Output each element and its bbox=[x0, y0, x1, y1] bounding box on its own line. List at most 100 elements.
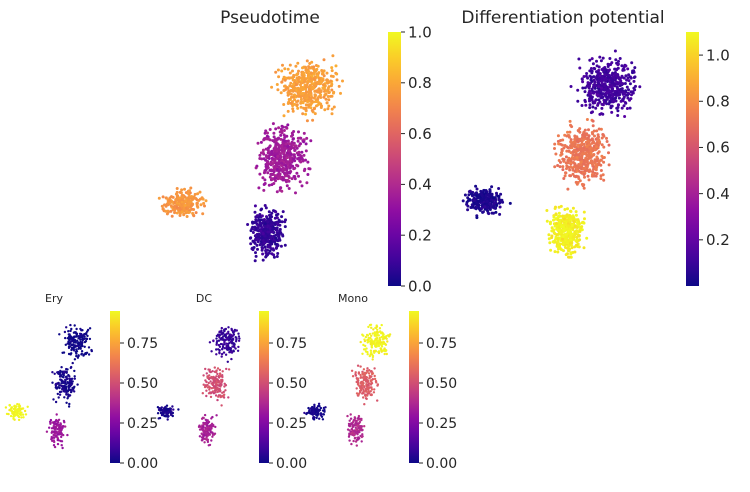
scatter-point bbox=[77, 347, 80, 350]
scatter-point bbox=[351, 375, 355, 378]
scatter-point bbox=[620, 64, 624, 68]
scatter-point bbox=[564, 155, 568, 159]
scatter-point bbox=[569, 215, 573, 219]
scatter-point bbox=[165, 404, 169, 407]
scatter-point bbox=[310, 60, 314, 64]
scatter-point bbox=[362, 381, 365, 385]
scatter-point bbox=[260, 207, 264, 211]
scatter-point bbox=[575, 155, 579, 159]
scatter-point bbox=[269, 215, 273, 219]
scatter-point bbox=[218, 368, 222, 372]
scatter-point bbox=[630, 61, 634, 65]
scatter-point bbox=[162, 408, 165, 411]
scatter-point bbox=[564, 161, 568, 165]
scatter-point bbox=[307, 70, 311, 73]
scatter-point bbox=[263, 131, 267, 135]
scatter-point bbox=[578, 66, 582, 70]
scatter-point bbox=[315, 406, 318, 410]
scatter-point bbox=[593, 134, 596, 138]
scatter-point bbox=[73, 331, 76, 334]
scatter-point bbox=[633, 75, 637, 79]
scatter-point bbox=[585, 154, 589, 158]
scatter-point bbox=[67, 345, 71, 348]
scatter-point bbox=[225, 367, 228, 371]
scatter-point bbox=[595, 64, 599, 68]
scatter-point bbox=[573, 145, 577, 149]
scatter-point bbox=[272, 135, 276, 139]
scatter-point bbox=[169, 204, 173, 208]
scatter-point bbox=[56, 386, 60, 389]
scatter-point bbox=[370, 351, 373, 354]
scatter-point bbox=[550, 226, 554, 230]
scatter-point bbox=[306, 160, 310, 164]
scatter-point bbox=[582, 246, 586, 250]
scatter-point bbox=[248, 236, 252, 240]
scatter-point bbox=[65, 326, 68, 329]
scatter-point bbox=[293, 98, 297, 102]
scatter-point bbox=[317, 76, 321, 80]
scatter-point bbox=[569, 123, 572, 127]
scatter-point bbox=[595, 70, 598, 74]
scatter-point bbox=[192, 214, 196, 218]
scatter-point bbox=[628, 106, 632, 110]
scatter-point bbox=[622, 76, 626, 80]
scatter-point bbox=[280, 129, 284, 133]
scatter-point bbox=[330, 112, 334, 116]
scatter-point bbox=[156, 406, 160, 409]
scatter-point bbox=[341, 79, 344, 83]
scatter-point bbox=[583, 175, 586, 179]
scatter-point bbox=[267, 157, 271, 160]
scatter-point bbox=[578, 229, 582, 233]
colorbar: 0.000.250.500.75 bbox=[110, 311, 158, 472]
scatter-point bbox=[591, 62, 595, 66]
colorbar-tick-label: 0.2 bbox=[706, 231, 730, 249]
scatter-point bbox=[545, 209, 549, 212]
scatter-point bbox=[276, 222, 280, 226]
scatter-point bbox=[388, 333, 392, 336]
scatter-point bbox=[279, 168, 282, 172]
scatter-point bbox=[368, 369, 371, 372]
scatter-point bbox=[366, 387, 369, 390]
scatter-point bbox=[305, 412, 308, 416]
scatter-point bbox=[325, 71, 329, 75]
scatter-point bbox=[306, 75, 310, 79]
scatter-point bbox=[292, 175, 296, 178]
scatter-point bbox=[268, 175, 272, 179]
scatter-point bbox=[289, 145, 293, 149]
scatter-point bbox=[357, 372, 361, 375]
scatter-point bbox=[62, 374, 65, 377]
scatter-point bbox=[214, 394, 218, 397]
scatter-point bbox=[286, 67, 290, 71]
scatter-point bbox=[215, 337, 218, 340]
scatter-point bbox=[275, 255, 279, 258]
scatter-point bbox=[638, 85, 642, 89]
scatter-point bbox=[601, 173, 605, 177]
scatter-point bbox=[268, 226, 272, 230]
scatter-point bbox=[278, 144, 282, 148]
scatter-point bbox=[583, 217, 586, 221]
colorbar: 0.000.250.500.75 bbox=[259, 311, 307, 472]
scatter-point bbox=[374, 343, 377, 346]
scatter-point bbox=[230, 338, 234, 342]
scatter-point bbox=[257, 232, 261, 236]
scatter-point bbox=[236, 349, 240, 352]
scatter-point bbox=[475, 191, 478, 195]
scatter-point bbox=[355, 392, 359, 395]
colorbar-gradient bbox=[409, 311, 419, 463]
scatter-point bbox=[370, 372, 374, 376]
scatter-point bbox=[227, 368, 231, 371]
scatter-point bbox=[172, 408, 175, 411]
scatter-point bbox=[265, 155, 269, 159]
scatter-point bbox=[349, 417, 353, 420]
scatter-point bbox=[56, 442, 60, 446]
scatter-point bbox=[227, 326, 230, 329]
scatter-point bbox=[586, 163, 590, 166]
scatter-point bbox=[80, 343, 84, 346]
scatter-point bbox=[381, 342, 384, 345]
scatter-point bbox=[568, 227, 572, 231]
scatter-point bbox=[303, 411, 306, 415]
scatter-point bbox=[230, 341, 233, 344]
scatter-point bbox=[580, 225, 584, 229]
scatter-point bbox=[208, 341, 212, 344]
scatter-point bbox=[84, 332, 88, 335]
